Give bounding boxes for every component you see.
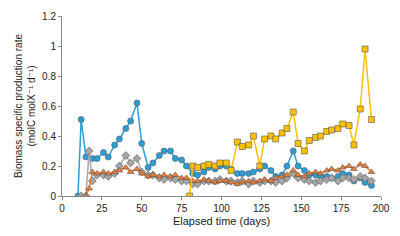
svg-text:25: 25 bbox=[96, 203, 108, 214]
svg-text:50: 50 bbox=[136, 203, 148, 214]
svg-text:0.2: 0.2 bbox=[42, 161, 56, 172]
svg-text:0.4: 0.4 bbox=[42, 131, 56, 142]
svg-text:0.8: 0.8 bbox=[42, 71, 56, 82]
svg-text:175: 175 bbox=[333, 203, 350, 214]
svg-text:1.2: 1.2 bbox=[42, 11, 56, 22]
svg-text:0.6: 0.6 bbox=[42, 101, 56, 112]
svg-text:0: 0 bbox=[59, 203, 65, 214]
svg-text:150: 150 bbox=[293, 203, 310, 214]
svg-text:1: 1 bbox=[50, 41, 56, 52]
svg-text:Elapsed time (days): Elapsed time (days) bbox=[173, 215, 270, 227]
svg-text:200: 200 bbox=[373, 203, 390, 214]
svg-text:125: 125 bbox=[253, 203, 270, 214]
svg-text:Biomass specific production ra: Biomass specific production rate(molC mo… bbox=[13, 34, 37, 178]
svg-text:75: 75 bbox=[176, 203, 188, 214]
svg-text:0: 0 bbox=[50, 191, 56, 202]
svg-text:100: 100 bbox=[213, 203, 230, 214]
